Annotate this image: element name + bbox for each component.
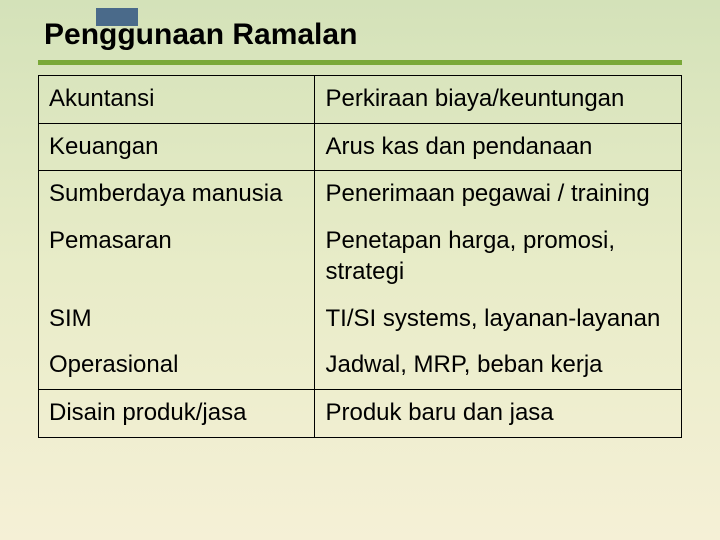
- table-cell-right: Penetapan harga, promosi, strategi: [315, 218, 682, 295]
- table-row: Disain produk/jasa Produk baru dan jasa: [39, 390, 682, 438]
- table-cell-left: SIM: [39, 296, 315, 343]
- table-cell-left: Akuntansi: [39, 76, 315, 124]
- table-row: Sumberdaya manusia Penerimaan pegawai / …: [39, 171, 682, 218]
- title-accent-square: [96, 8, 138, 26]
- table-cell-left: Pemasaran: [39, 218, 315, 295]
- table-cell-right: Perkiraan biaya/keuntungan: [315, 76, 682, 124]
- title-underline: [38, 60, 682, 65]
- content-table: Akuntansi Perkiraan biaya/keuntungan Keu…: [38, 75, 682, 438]
- table-row: Akuntansi Perkiraan biaya/keuntungan: [39, 76, 682, 124]
- title-block: Penggunaan Ramalan: [38, 18, 682, 65]
- table-row: Keuangan Arus kas dan pendanaan: [39, 123, 682, 171]
- table-cell-right: Penerimaan pegawai / training: [315, 171, 682, 218]
- slide: Penggunaan Ramalan Akuntansi Perkiraan b…: [0, 0, 720, 540]
- table-cell-left: Keuangan: [39, 123, 315, 171]
- table-cell-right: TI/SI systems, layanan-layanan: [315, 296, 682, 343]
- table-row: Pemasaran Penetapan harga, promosi, stra…: [39, 218, 682, 295]
- table-cell-left: Sumberdaya manusia: [39, 171, 315, 218]
- table-cell-right: Arus kas dan pendanaan: [315, 123, 682, 171]
- table-row: Operasional Jadwal, MRP, beban kerja: [39, 342, 682, 389]
- table-cell-left: Operasional: [39, 342, 315, 389]
- table-cell-right: Produk baru dan jasa: [315, 390, 682, 438]
- table-cell-right: Jadwal, MRP, beban kerja: [315, 342, 682, 389]
- table-cell-left: Disain produk/jasa: [39, 390, 315, 438]
- table-row: SIM TI/SI systems, layanan-layanan: [39, 296, 682, 343]
